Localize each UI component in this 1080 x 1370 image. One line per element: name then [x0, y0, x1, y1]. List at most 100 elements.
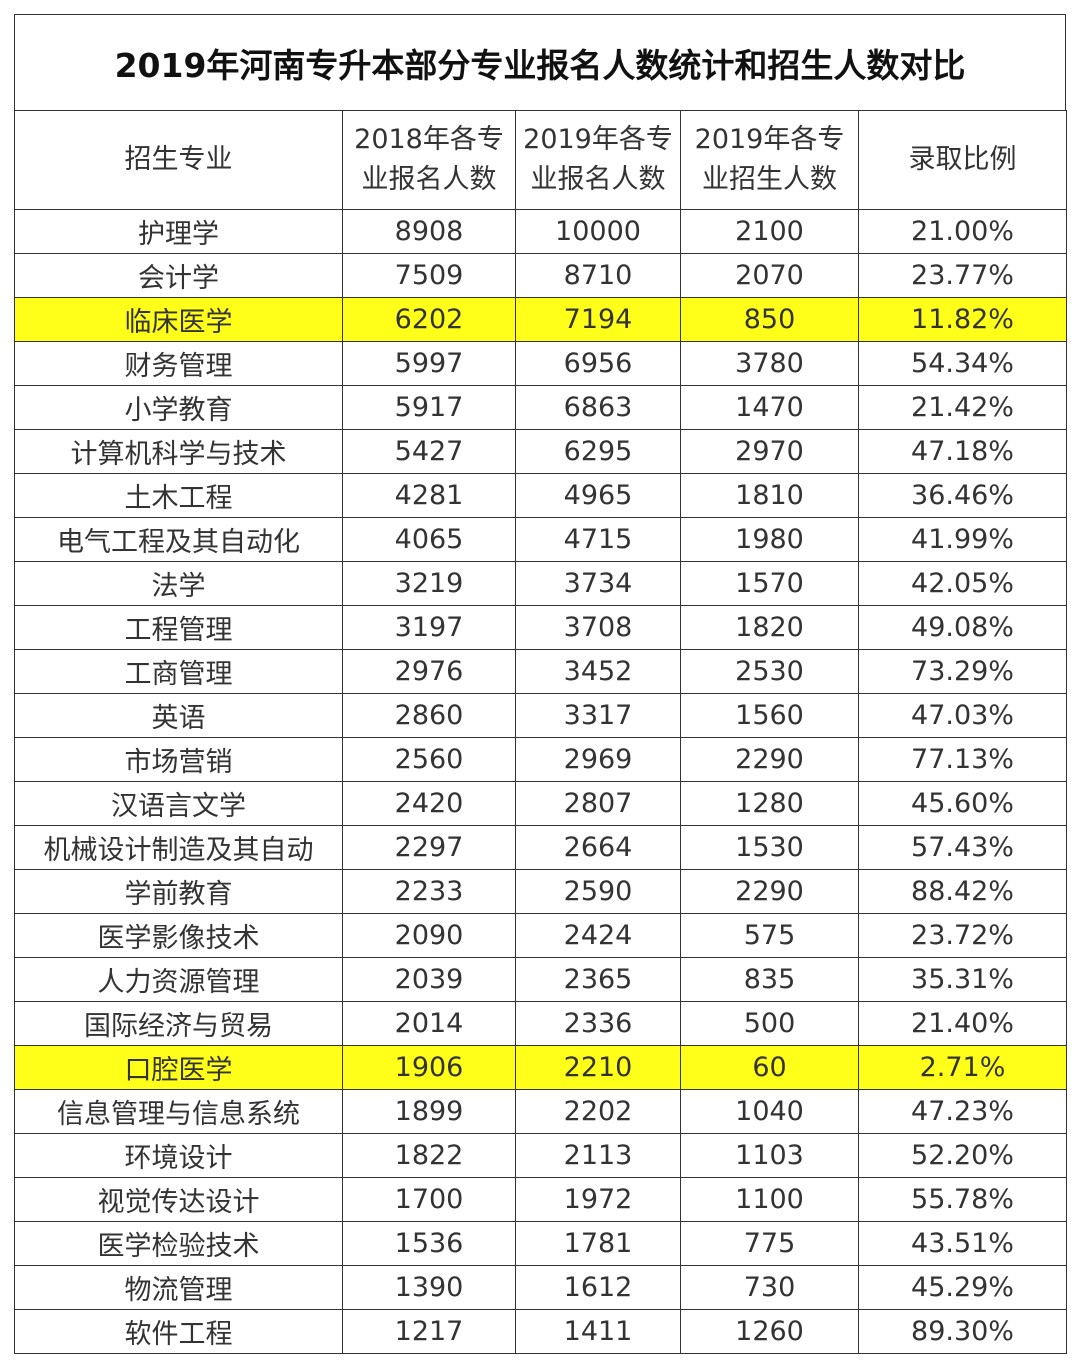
cell-ratio: 2.71% [858, 1045, 1067, 1090]
cell-reg2018: 5997 [342, 341, 516, 386]
cell-reg2018: 2014 [342, 1001, 516, 1046]
cell-ratio: 54.34% [858, 341, 1067, 386]
table-row: 汉语言文学 2420 2807 1280 45.60% [14, 781, 1067, 826]
cell-enroll2019: 575 [680, 913, 859, 958]
cell-major: 会计学 [14, 253, 343, 298]
cell-reg2019: 3734 [515, 561, 681, 606]
cell-major: 工程管理 [14, 605, 343, 650]
cell-reg2019: 6956 [515, 341, 681, 386]
cell-enroll2019: 1820 [680, 605, 859, 650]
cell-major: 土木工程 [14, 473, 343, 518]
header-reg2019-line1: 2019年各专 [523, 124, 673, 155]
cell-major: 市场营销 [14, 737, 343, 782]
cell-enroll2019: 1570 [680, 561, 859, 606]
cell-major: 计算机科学与技术 [14, 429, 343, 474]
cell-enroll2019: 2290 [680, 737, 859, 782]
cell-major: 环境设计 [14, 1133, 343, 1178]
table-row: 医学影像技术 2090 2424 575 23.72% [14, 913, 1067, 958]
cell-enroll2019: 1560 [680, 693, 859, 738]
cell-major: 人力资源管理 [14, 957, 343, 1002]
cell-enroll2019: 730 [680, 1265, 859, 1310]
cell-enroll2019: 1470 [680, 385, 859, 430]
cell-enroll2019: 850 [680, 297, 859, 342]
cell-ratio: 23.72% [858, 913, 1067, 958]
cell-ratio: 42.05% [858, 561, 1067, 606]
cell-enroll2019: 60 [680, 1045, 859, 1090]
cell-enroll2019: 1040 [680, 1089, 859, 1134]
table-row: 口腔医学 1906 2210 60 2.71% [14, 1045, 1067, 1090]
cell-reg2019: 8710 [515, 253, 681, 298]
cell-major: 财务管理 [14, 341, 343, 386]
cell-reg2019: 7194 [515, 297, 681, 342]
cell-reg2019: 2807 [515, 781, 681, 826]
cell-ratio: 11.82% [858, 297, 1067, 342]
header-reg2018: 2018年各专 业报名人数 [342, 110, 516, 210]
table-row: 学前教育 2233 2590 2290 88.42% [14, 869, 1067, 914]
table-row: 财务管理 5997 6956 3780 54.34% [14, 341, 1067, 386]
cell-enroll2019: 2970 [680, 429, 859, 474]
header-enroll2019-line1: 2019年各专 [694, 124, 845, 155]
cell-enroll2019: 3780 [680, 341, 859, 386]
cell-ratio: 47.18% [858, 429, 1067, 474]
cell-reg2019: 6295 [515, 429, 681, 474]
cell-enroll2019: 775 [680, 1221, 859, 1266]
table-body: 护理学 8908 10000 2100 21.00% 会计学 7509 8710 2070 23.… [14, 209, 1067, 1354]
cell-enroll2019: 1280 [680, 781, 859, 826]
header-reg2019: 2019年各专 业报名人数 [515, 110, 681, 210]
cell-reg2019: 10000 [515, 209, 681, 254]
cell-reg2018: 2297 [342, 825, 516, 870]
cell-reg2019: 2336 [515, 1001, 681, 1046]
cell-ratio: 21.00% [858, 209, 1067, 254]
cell-reg2019: 3317 [515, 693, 681, 738]
cell-major: 学前教育 [14, 869, 343, 914]
header-ratio: 录取比例 [858, 110, 1067, 210]
table-row: 计算机科学与技术 5427 6295 2970 47.18% [14, 429, 1067, 474]
cell-reg2019: 1612 [515, 1265, 681, 1310]
table-row: 机械设计制造及其自动 2297 2664 1530 57.43% [14, 825, 1067, 870]
cell-reg2019: 1972 [515, 1177, 681, 1222]
cell-major: 护理学 [14, 209, 343, 254]
cell-ratio: 88.42% [858, 869, 1067, 914]
cell-major: 汉语言文学 [14, 781, 343, 826]
cell-enroll2019: 1260 [680, 1309, 859, 1354]
cell-ratio: 47.03% [858, 693, 1067, 738]
cell-major: 工商管理 [14, 649, 343, 694]
cell-reg2019: 1781 [515, 1221, 681, 1266]
table-row: 土木工程 4281 4965 1810 36.46% [14, 473, 1067, 518]
cell-reg2018: 1536 [342, 1221, 516, 1266]
cell-reg2019: 1411 [515, 1309, 681, 1354]
cell-major: 视觉传达设计 [14, 1177, 343, 1222]
cell-ratio: 77.13% [858, 737, 1067, 782]
cell-enroll2019: 1980 [680, 517, 859, 562]
cell-ratio: 52.20% [858, 1133, 1067, 1178]
cell-enroll2019: 1103 [680, 1133, 859, 1178]
cell-reg2019: 6863 [515, 385, 681, 430]
table-row: 电气工程及其自动化 4065 4715 1980 41.99% [14, 517, 1067, 562]
cell-ratio: 73.29% [858, 649, 1067, 694]
table-row: 视觉传达设计 1700 1972 1100 55.78% [14, 1177, 1067, 1222]
cell-reg2019: 3452 [515, 649, 681, 694]
cell-ratio: 35.31% [858, 957, 1067, 1002]
cell-reg2018: 3197 [342, 605, 516, 650]
table-row: 人力资源管理 2039 2365 835 35.31% [14, 957, 1067, 1002]
cell-reg2019: 2969 [515, 737, 681, 782]
cell-major: 机械设计制造及其自动 [14, 825, 343, 870]
header-enroll2019: 2019年各专 业招生人数 [680, 110, 859, 210]
cell-enroll2019: 1530 [680, 825, 859, 870]
cell-major: 医学影像技术 [14, 913, 343, 958]
table-row: 小学教育 5917 6863 1470 21.42% [14, 385, 1067, 430]
cell-major: 国际经济与贸易 [14, 1001, 343, 1046]
stats-sheet: 2019年河南专升本部分专业报名人数统计和招生人数对比 招生专业 2018年各专… [14, 14, 1067, 1354]
header-enroll2019-line2: 业招生人数 [702, 164, 837, 195]
cell-reg2018: 1390 [342, 1265, 516, 1310]
table-row: 信息管理与信息系统 1899 2202 1040 47.23% [14, 1089, 1067, 1134]
cell-reg2019: 2590 [515, 869, 681, 914]
cell-reg2018: 4281 [342, 473, 516, 518]
table-row: 市场营销 2560 2969 2290 77.13% [14, 737, 1067, 782]
cell-reg2019: 2365 [515, 957, 681, 1002]
cell-major: 物流管理 [14, 1265, 343, 1310]
table-row: 环境设计 1822 2113 1103 52.20% [14, 1133, 1067, 1178]
table-row: 国际经济与贸易 2014 2336 500 21.40% [14, 1001, 1067, 1046]
cell-reg2018: 2860 [342, 693, 516, 738]
cell-ratio: 41.99% [858, 517, 1067, 562]
